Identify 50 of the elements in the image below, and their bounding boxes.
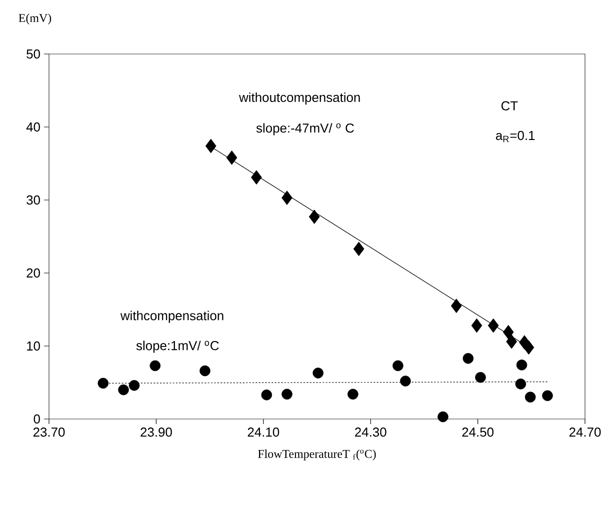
y-tick-label: 0 [34,414,40,424]
point [471,318,482,333]
annotation: CT [501,101,518,110]
point [506,334,518,349]
point [516,360,528,370]
point [348,388,358,400]
point [488,318,499,333]
annotation: slope:-47mV/ $^{o}$ C [256,123,354,136]
point [261,390,272,400]
point [353,242,364,256]
point [523,340,534,355]
x-tick-label: 24.30 [355,428,386,437]
annotation: slope:1mV/ $^{o}$C [136,340,219,353]
point [524,392,536,402]
point [150,360,161,372]
point [502,324,514,340]
point [438,411,448,422]
x-tick-label: 24.10 [248,428,280,437]
x-tick-label: 23.70 [33,428,65,437]
y-axis-title: E(mV) [18,14,52,24]
point [462,353,474,364]
point [226,150,238,165]
point [205,138,216,154]
point [282,388,292,400]
annotation: a$_{R}$=0.1 [496,130,535,142]
y-tick-label: 20 [26,268,40,278]
annotation: withcompensation [120,310,224,323]
x-tick-label: 24.50 [462,428,494,437]
point [312,368,324,378]
point [200,365,210,376]
y-tick-label: 30 [26,195,40,205]
x-tick-label: 24.70 [569,428,601,437]
point [128,380,140,391]
x-axis-title: FlowTemperatureT $_{f}$($^{o}$C) [258,450,376,460]
point [542,390,553,402]
y-tick-label: 10 [27,341,40,351]
point [450,298,462,314]
point [98,378,109,389]
annotation: withoutcompensation [239,92,360,105]
y-tick-label: 40 [26,122,40,132]
point [475,372,486,383]
y-tick-label: 50 [26,49,40,59]
point [118,384,129,396]
point [251,170,262,185]
x-tick-label: 23.90 [140,428,172,437]
point [400,376,411,386]
point [308,210,320,224]
point [515,378,526,390]
point [282,190,292,205]
point [392,360,404,372]
